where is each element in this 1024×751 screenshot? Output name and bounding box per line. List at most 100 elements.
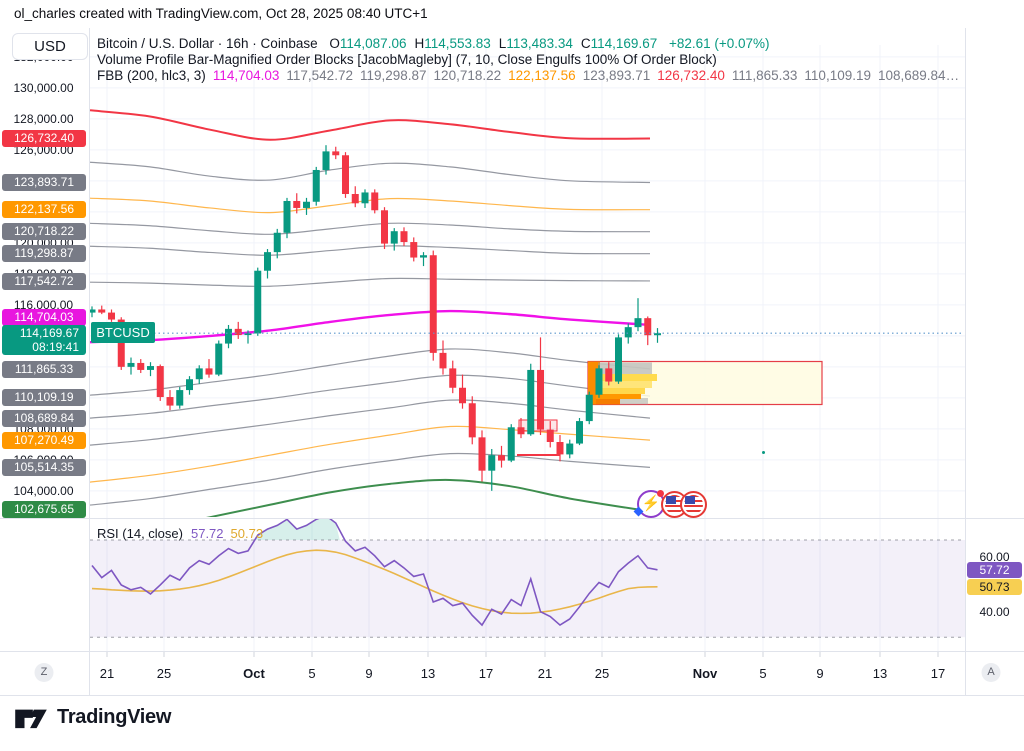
symbol-legend-row[interactable]: Bitcoin / U.S. Dollar · 16h · Coinbase O… — [97, 36, 770, 52]
last-price: 114,169.67 — [19, 326, 79, 340]
price-level-badge: 122,137.56 — [2, 200, 86, 218]
time-axis-label: 17 — [930, 666, 946, 681]
fbb-upper-0382 — [90, 277, 651, 287]
time-axis-label: 13 — [420, 666, 436, 681]
time-axis-chip-a[interactable]: A — [981, 663, 1001, 682]
time-axis-label: 21 — [537, 666, 553, 681]
price-level-badge: 120,718.22 — [2, 222, 86, 240]
time-axis[interactable]: 21 25 Oct 5 9 13 17 21 25 Nov 5 9 13 17 Z A — [0, 652, 1024, 695]
fbb-band-value: 120,718.22 — [433, 68, 502, 83]
time-axis-label: 25 — [156, 666, 172, 681]
flag-canton — [666, 496, 676, 504]
fbb-upper-3 — [90, 109, 651, 141]
fbb-lower-0786 — [90, 374, 651, 419]
symbol-title[interactable]: Bitcoin / U.S. Dollar · 16h · Coinbase — [97, 36, 318, 51]
fbb-band-value: 123,893.71 — [582, 68, 651, 83]
indicator-legend-fbb[interactable]: FBB (200, hlc3, 3) 114,704.03 117,542.72 11… — [97, 68, 959, 84]
fbb-band-value: 111,865.33 — [731, 68, 798, 83]
axis-bottom-border — [0, 695, 1024, 696]
volume-profile-bar — [596, 394, 641, 399]
rsi-scale-right[interactable]: 60.00 40.00 57.72 50.73 — [966, 519, 1024, 651]
pane-separator-axis — [0, 651, 1024, 652]
fbb-upper-2 — [90, 161, 651, 184]
price-change: +82.61 (+0.07%) — [668, 36, 770, 51]
price-scale-label: 130,000.00 — [13, 81, 74, 95]
time-axis-label: 9 — [365, 666, 373, 681]
time-axis-chip-z[interactable]: Z — [34, 663, 54, 682]
price-scale-label: 126,000.00 — [13, 143, 74, 157]
price-level-badge: 123,893.71 — [2, 173, 86, 191]
price-level-badge: 110,109.19 — [2, 388, 86, 406]
price-scale-left[interactable]: 132,000.00130,000.00128,000.00126,000.00… — [0, 28, 89, 651]
lightning-glyph: ⚡ — [641, 495, 661, 512]
fbb-lower-3 — [206, 478, 651, 517]
fbb-lower-2 — [90, 452, 651, 506]
scale-border-left[interactable] — [89, 28, 90, 695]
price-level-badge: 107,270.49 — [2, 431, 86, 449]
rsi-ma-line — [91, 549, 658, 615]
fbb-band-value: 122,137.56 — [508, 68, 576, 83]
fbb-upper-1618 — [90, 197, 651, 214]
fbb-band-value: 126,732.40 — [657, 68, 725, 83]
scale-border-right[interactable] — [965, 28, 966, 695]
indicator-legend-volume-profile[interactable]: Volume Profile Bar-Magnified Order Block… — [97, 52, 717, 67]
pane-separator-rsi[interactable] — [0, 518, 1024, 519]
rsi-title[interactable]: RSI (14, close) — [97, 526, 183, 541]
price-level-badge: 117,542.72 — [2, 272, 86, 290]
fbb-band-value: 110,109.19 — [804, 68, 871, 83]
rsi-value-badge: 57.72 — [967, 562, 1022, 578]
tradingview-logo-text: TradingView — [57, 705, 172, 728]
rsi-value: 57.72 — [190, 526, 224, 541]
time-axis-label: 17 — [478, 666, 494, 681]
price-level-badge: 111,865.33 — [2, 360, 86, 378]
ohlc-pair: C114,169.67 — [580, 36, 658, 51]
current-price-badge: 114,169.67 08:19:41 — [2, 325, 86, 355]
watermark-tagline: ol_charles created with TradingView.com,… — [14, 6, 428, 21]
fbb-band-value: 108,689.84… — [878, 68, 960, 83]
price-level-badge: 105,514.35 — [2, 458, 86, 476]
fbb-upper-1 — [90, 222, 651, 235]
rsi-legend-row[interactable]: RSI (14, close) 57.72 50.73 — [97, 526, 263, 541]
time-axis-label: 13 — [872, 666, 888, 681]
tradingview-logo-mark — [15, 709, 47, 729]
us-flag-icon[interactable] — [680, 491, 707, 518]
time-axis-label: Oct — [243, 666, 265, 681]
fbb-band-value: 117,542.72 — [286, 68, 353, 83]
volume-profile-bar — [598, 362, 652, 374]
rsi-line — [91, 519, 658, 627]
price-level-badge: 108,689.84 — [2, 409, 86, 427]
fbb-upper-0786 — [90, 245, 651, 256]
volume-profile-bar — [596, 374, 657, 381]
fbb-lower-1 — [90, 399, 651, 446]
bar-countdown: 08:19:41 — [32, 340, 79, 354]
volume-profile-bar — [596, 388, 645, 394]
time-axis-label: 9 — [816, 666, 824, 681]
rsi-value-badge: 50.73 — [967, 579, 1022, 595]
flag-canton — [685, 496, 695, 504]
series-symbol-tag: BTCUSD — [91, 322, 155, 343]
time-axis-label: Nov — [692, 666, 718, 681]
volume-profile-bar — [596, 381, 652, 388]
fbb-band-value: 114,704.03 — [212, 68, 280, 83]
chart-marker-dot — [762, 451, 765, 454]
tradingview-logo[interactable]: TradingView — [14, 704, 171, 730]
ohlc-pair: H114,553.83 — [414, 36, 491, 51]
price-level-badge: 114,704.03 — [2, 308, 86, 326]
rsi-ma-value: 50.73 — [230, 526, 264, 541]
fbb-label: FBB (200, hlc3, 3) — [97, 68, 206, 83]
fbb-basis — [90, 309, 651, 344]
price-scale-label: 104,000.00 — [13, 484, 74, 498]
notification-dot — [657, 490, 664, 497]
ohlc-pair: L113,483.34 — [498, 36, 573, 51]
rsi-scale-label: 60.00 — [979, 550, 1010, 564]
time-axis-label: 5 — [759, 666, 767, 681]
time-axis-label: 5 — [308, 666, 316, 681]
ohlc-pair: O114,087.06 — [329, 36, 407, 51]
time-axis-label: 21 — [99, 666, 115, 681]
time-axis-label: 25 — [594, 666, 610, 681]
currency-toggle-button[interactable]: USD — [12, 33, 88, 60]
volume-profile-bar — [600, 398, 648, 405]
fbb-lower-1618 — [90, 425, 651, 483]
